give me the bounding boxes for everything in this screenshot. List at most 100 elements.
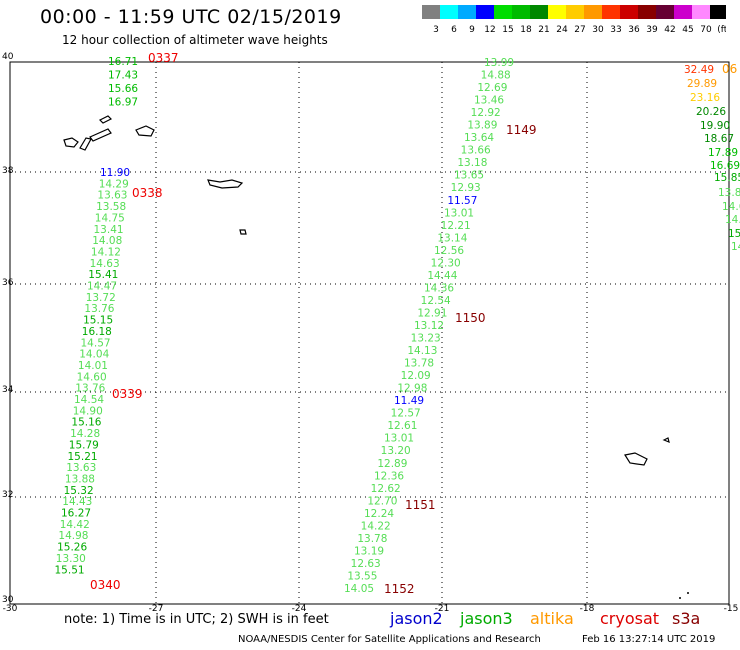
wave-height-label: 12.24 — [364, 508, 394, 520]
pass-time-label: 1150 — [455, 311, 486, 325]
wave-height-label: 14.54 — [74, 394, 104, 406]
wave-height-label: 13.63 — [97, 190, 127, 202]
wave-height-label: 13.01 — [444, 207, 474, 219]
lon-label: -21 — [434, 604, 450, 614]
scale-swatch — [494, 5, 512, 19]
wave-height-label: 15.26 — [57, 542, 87, 554]
wave-height-label: 23.16 — [690, 92, 720, 104]
wave-height-label: 13.78 — [357, 533, 387, 545]
wave-height-label: 12.69 — [477, 82, 507, 94]
wave-height-label: 15.21 — [68, 451, 98, 463]
map-subtitle: 12 hour collection of altimeter wave hei… — [62, 33, 328, 47]
wave-height-label: 14.13 — [407, 345, 437, 357]
wave-height-label: 13.88 — [65, 473, 95, 485]
wave-height-label: 14.75 — [95, 212, 125, 224]
island-outline — [207, 179, 244, 189]
lon-label: -30 — [2, 604, 18, 614]
scale-label: 45 — [682, 25, 693, 33]
legend-jason3: jason3 — [460, 609, 513, 628]
pass-time-label: 1152 — [384, 582, 415, 596]
wave-height-label: 13.30 — [56, 553, 86, 565]
scale-swatch — [710, 5, 726, 19]
scale-label: 70 — [700, 25, 712, 33]
footnote: note: 1) Time is in UTC; 2) SWH is in fe… — [64, 612, 329, 627]
wave-height-label: 15.16 — [71, 417, 101, 429]
wave-height-label: 13.64 — [464, 132, 494, 144]
wave-height-label: 12.62 — [371, 483, 401, 495]
wave-height-label: 13.23 — [411, 333, 441, 345]
wave-height-label: 15.66 — [108, 83, 138, 95]
wave-height-label: 12.30 — [431, 257, 461, 269]
credit-line: NOAA/NESDIS Center for Satellite Applica… — [238, 634, 541, 645]
wave-height-label: 14 — [731, 241, 740, 253]
scale-label: 3 — [433, 25, 439, 33]
wave-height-label: 14.36 — [424, 282, 454, 294]
legend-cryosat: cryosat — [600, 609, 660, 628]
wave-height-label: 14.47 — [87, 281, 117, 293]
wave-height-label: 29.89 — [687, 78, 717, 90]
island-outline — [135, 125, 155, 137]
lat-label: 40 — [2, 52, 14, 62]
wave-height-label: 32.49 — [684, 64, 714, 76]
scale-label: 42 — [664, 25, 675, 33]
wave-height-label: 16.69 — [710, 160, 740, 172]
scale-label: 36 — [628, 25, 640, 33]
wave-height-label: 13.63 — [66, 462, 96, 474]
pass-time-label: 06 — [722, 62, 737, 76]
wave-height-label: 17.43 — [108, 70, 138, 82]
wave-height-label: 15.85 — [714, 172, 740, 184]
wave-height-label: 14.08 — [92, 235, 122, 247]
scale-label: (ft) — [717, 25, 726, 33]
wave-height-label: 13.14 — [437, 232, 467, 244]
wave-height-label: 14.42 — [60, 519, 90, 531]
wave-height-label: 12.93 — [451, 182, 481, 194]
wave-height-label: 14.04 — [79, 349, 109, 361]
wave-height-label: 16.97 — [108, 97, 138, 109]
scale-label: 6 — [451, 25, 457, 33]
scale-label: 39 — [646, 25, 658, 33]
scale-swatch — [692, 5, 710, 19]
legend-s3a: s3a — [672, 609, 701, 628]
wave-height-label: 18.67 — [704, 133, 734, 145]
wave-height-label: 12.61 — [387, 420, 417, 432]
wave-height-label: 13.19 — [354, 545, 384, 557]
lat-label: 30 — [2, 595, 14, 605]
wave-height-label: 15.41 — [88, 269, 118, 281]
island-outline — [63, 137, 79, 148]
scale-label: 33 — [610, 25, 621, 33]
wave-height-label: 13.72 — [86, 292, 116, 304]
scale-swatch — [602, 5, 620, 19]
wave-height-label: 13.12 — [414, 320, 444, 332]
wave-height-label: 13.78 — [404, 358, 434, 370]
scale-swatch — [674, 5, 692, 19]
wave-height-label: 16.27 — [61, 508, 91, 520]
wave-height-label: 12.63 — [351, 558, 381, 570]
map-frame — [9, 61, 730, 605]
lat-label: 36 — [2, 278, 14, 288]
wave-height-label: 13.76 — [75, 383, 105, 395]
scale-swatch — [440, 5, 458, 19]
wave-height-label: 14.63 — [90, 258, 120, 270]
wave-height-label: 12.57 — [391, 408, 421, 420]
lat-label: 38 — [2, 166, 14, 176]
scale-label: 21 — [538, 25, 549, 33]
scale-swatch — [620, 5, 638, 19]
wave-height-label: 14.44 — [427, 270, 457, 282]
wave-height-label: 12.09 — [401, 370, 431, 382]
island-outline — [98, 115, 113, 124]
wave-height-label: 16.71 — [108, 56, 138, 68]
lon-label: -27 — [148, 604, 164, 614]
lat-label: 32 — [2, 490, 14, 500]
wave-height-label: 14.43 — [62, 496, 92, 508]
wave-height-label: 14. — [725, 214, 740, 226]
wave-height-label: 15.51 — [55, 564, 85, 576]
wave-height-label: 13.65 — [454, 170, 484, 182]
island-outline — [624, 452, 648, 466]
wave-height-label: 15.32 — [64, 485, 94, 497]
wave-height-label: 11.49 — [394, 395, 424, 407]
wave-height-label: 14.60 — [77, 371, 107, 383]
island-dot — [687, 592, 689, 594]
pass-time-label: 0339 — [112, 387, 143, 401]
map-title: 00:00 - 11:59 UTC 02/15/2019 — [40, 6, 342, 28]
